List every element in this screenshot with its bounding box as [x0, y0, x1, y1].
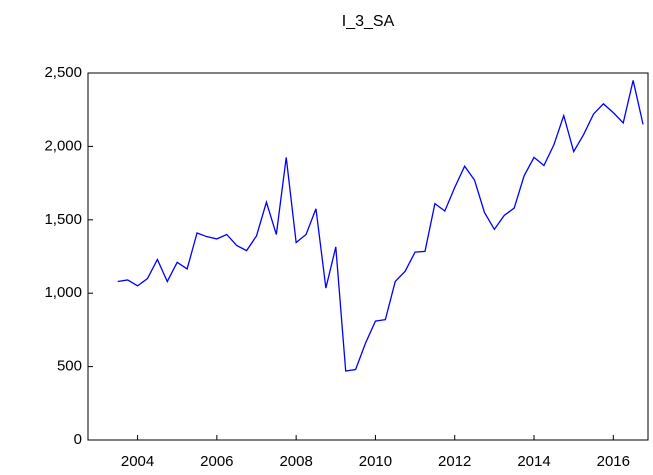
x-tick-label: 2006 — [200, 453, 233, 470]
x-tick-label: 2010 — [359, 453, 392, 470]
y-tick-label: 2,000 — [44, 137, 82, 154]
y-tick-label: 0 — [74, 431, 82, 448]
x-tick-label: 2008 — [279, 453, 312, 470]
x-tick-label: 2014 — [517, 453, 550, 470]
line-series — [117, 80, 644, 372]
plot-frame — [87, 72, 649, 441]
x-tick-label: 2016 — [597, 453, 630, 470]
y-tick-label: 500 — [57, 358, 82, 375]
y-tick-label: 1,000 — [44, 284, 82, 301]
y-tick-label: 2,500 — [44, 64, 82, 81]
x-tick-label: 2012 — [438, 453, 471, 470]
y-tick-label: 1,500 — [44, 211, 82, 228]
chart-title: I_3_SA — [342, 13, 395, 30]
x-tick-label: 2004 — [121, 453, 154, 470]
